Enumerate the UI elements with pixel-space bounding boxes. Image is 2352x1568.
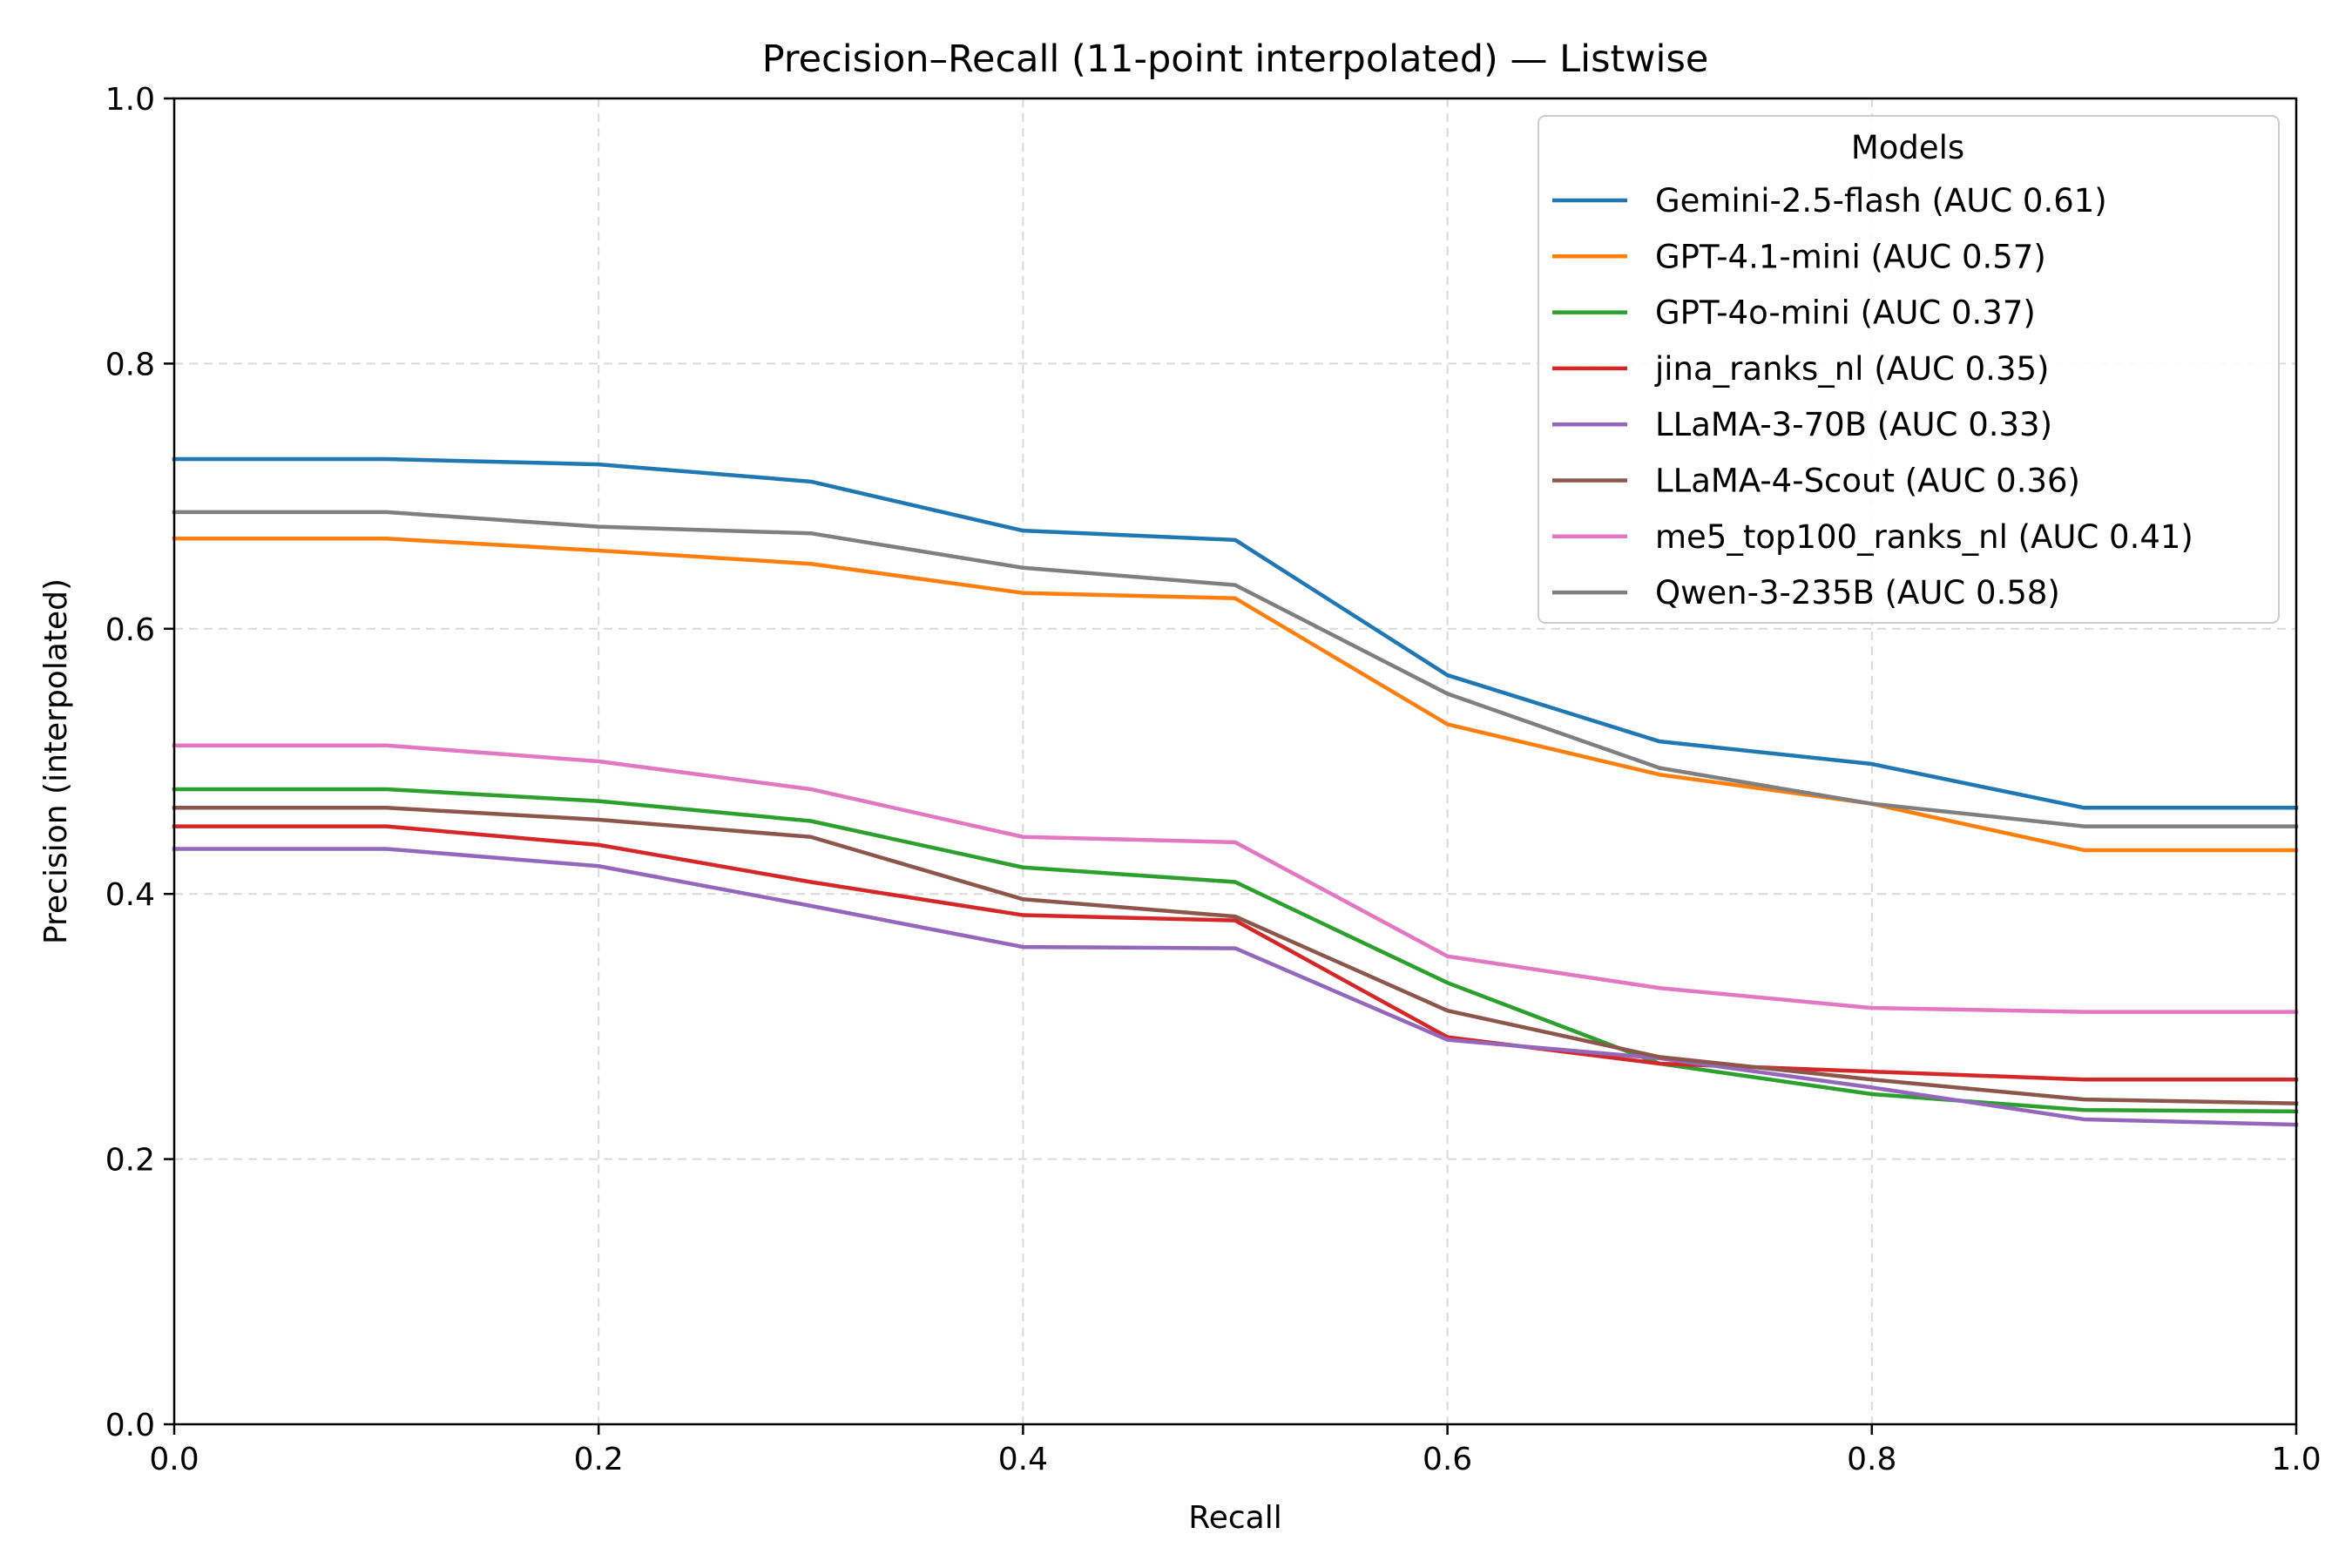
y-tick-label: 1.0 xyxy=(105,82,155,118)
legend-item: GPT-4.1-mini (AUC 0.57) xyxy=(1552,238,2046,275)
x-tick-label: 0.2 xyxy=(574,1442,624,1477)
y-tick-label: 0.8 xyxy=(105,347,155,382)
legend-item: GPT-4o-mini (AUC 0.37) xyxy=(1552,294,2036,332)
legend-label: Gemini-2.5-flash (AUC 0.61) xyxy=(1655,182,2107,220)
x-tick-label: 0.8 xyxy=(1847,1442,1896,1477)
legend-title: Models xyxy=(1851,129,1964,166)
y-tick-label: 0.2 xyxy=(105,1143,155,1179)
tick-layer: 0.0 0.2 0.4 0.6 0.8 1.0 0.0 0.2 0.4 0.6 0.8 1.0 xyxy=(105,82,2322,1477)
legend-item: me5_top100_ranks_nl (AUC 0.41) xyxy=(1552,518,2193,556)
legend-item: LLaMA-3-70B (AUC 0.33) xyxy=(1552,406,2052,443)
series-line-4 xyxy=(172,847,2299,1127)
y-tick-label: 0.0 xyxy=(105,1408,155,1443)
series-line-3 xyxy=(172,824,2299,1082)
chart-title: Precision–Recall (11-point interpolated)… xyxy=(762,37,1709,81)
series-line-0 xyxy=(172,456,2299,810)
legend-label: GPT-4.1-mini (AUC 0.57) xyxy=(1655,238,2046,275)
x-tick-label: 1.0 xyxy=(2271,1442,2321,1477)
legend-item: LLaMA-4-Scout (AUC 0.36) xyxy=(1552,463,2080,500)
legend-label: GPT-4o-mini (AUC 0.37) xyxy=(1655,294,2036,332)
legend: Models Gemini-2.5-flash (AUC 0.61) GPT-4.… xyxy=(1538,115,2280,624)
legend-item: Qwen-3-235B (AUC 0.58) xyxy=(1552,574,2060,612)
legend-label: Qwen-3-235B (AUC 0.58) xyxy=(1655,574,2060,612)
series-line-6 xyxy=(172,743,2299,1014)
legend-label: LLaMA-3-70B (AUC 0.33) xyxy=(1655,406,2052,443)
plot-frame xyxy=(172,97,2298,1426)
series-line-5 xyxy=(172,806,2299,1105)
series-line-1 xyxy=(172,537,2299,853)
legend-label: jina_ranks_nl (AUC 0.35) xyxy=(1654,350,2049,388)
legend-item: Gemini-2.5-flash (AUC 0.61) xyxy=(1552,182,2107,220)
x-tick-label: 0.6 xyxy=(1423,1442,1472,1477)
legend-item: jina_ranks_nl (AUC 0.35) xyxy=(1552,350,2049,388)
legend-label: LLaMA-4-Scout (AUC 0.36) xyxy=(1655,463,2080,500)
y-tick-label: 0.6 xyxy=(105,612,155,648)
legend-label: me5_top100_ranks_nl (AUC 0.41) xyxy=(1655,518,2193,556)
y-axis-label: Precision (interpolated) xyxy=(38,578,74,944)
series-layer xyxy=(172,456,2299,1127)
y-tick-label: 0.4 xyxy=(105,877,155,913)
legend-items: Gemini-2.5-flash (AUC 0.61) GPT-4.1-mini … xyxy=(1552,182,2193,612)
x-tick-label: 0.4 xyxy=(998,1442,1048,1477)
x-axis-label: Recall xyxy=(1188,1500,1281,1536)
x-tick-label: 0.0 xyxy=(149,1442,199,1477)
series-line-7 xyxy=(172,510,2299,828)
legend-box xyxy=(1538,115,2280,624)
